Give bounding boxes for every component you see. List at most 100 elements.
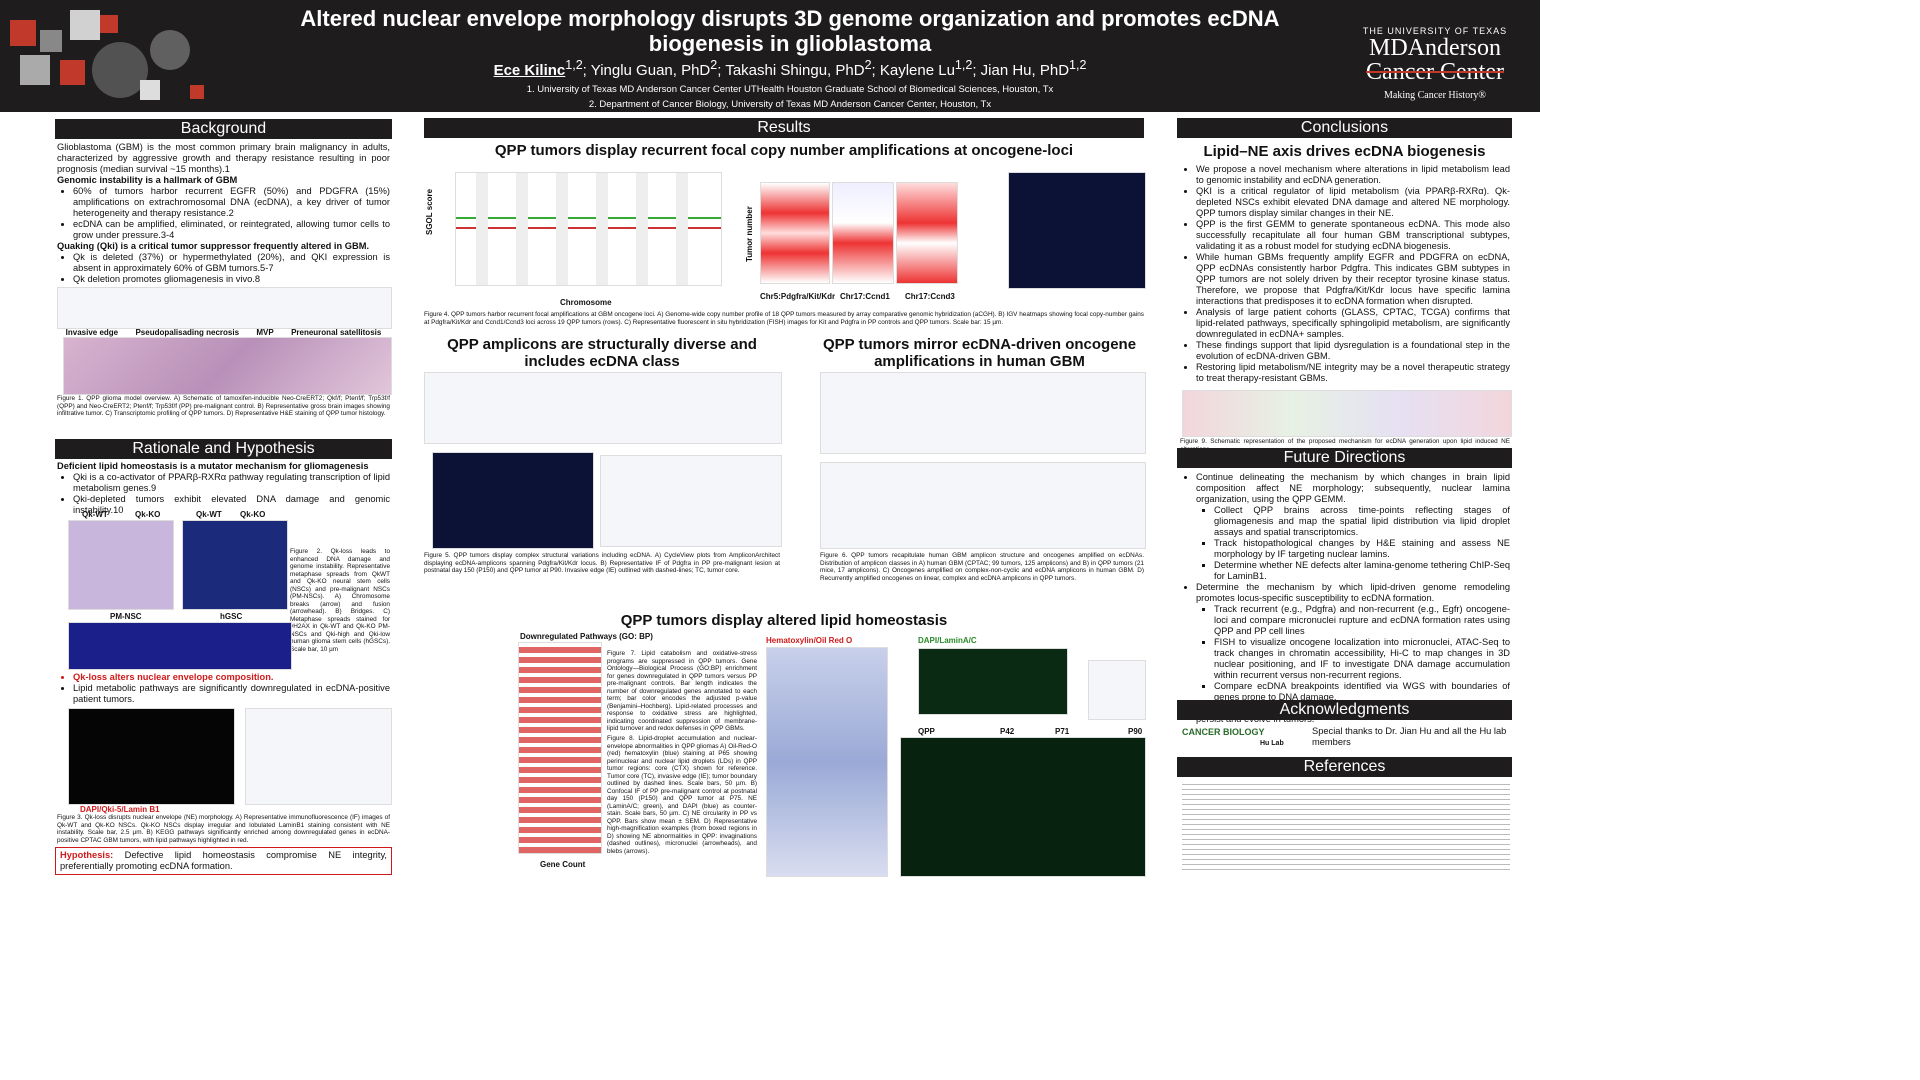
figure-panel (760, 182, 830, 284)
figure-label: P42 (1000, 727, 1015, 736)
author-affiliation: 2 (710, 58, 718, 72)
section-header: Rationale and Hypothesis (55, 439, 392, 459)
subheading: Lipid–NE axis drives ecDNA biogenesis (1203, 143, 1486, 160)
figure-label: Qk-WT (82, 510, 108, 519)
author-name: Kaylene Lu (879, 62, 955, 79)
section-header: Results (424, 118, 1144, 138)
hypothesis-box: Hypothesis: Defective lipid homeostasis … (55, 847, 392, 875)
list: 60% of tumors harbor recurrent EGFR (50%… (57, 186, 390, 241)
author-separator: ; (717, 62, 726, 79)
figure-caption: Figure 8. Lipid-droplet accumulation and… (607, 735, 757, 855)
author-separator: ; (582, 62, 591, 79)
authors: Ece Kilinc1,2; Yinglu Guan, PhD2; Takash… (250, 58, 1330, 79)
figure-title: Downregulated Pathways (GO: BP) (520, 632, 653, 641)
figure-label: Preneuronal satellitosis (291, 328, 382, 337)
figure-panel (766, 647, 888, 877)
figure-panel (918, 648, 1068, 715)
bullet: These findings support that lipid dysreg… (1196, 340, 1510, 362)
affiliation: 2. Department of Cancer Biology, Univers… (588, 99, 992, 110)
figure-panel (68, 622, 292, 670)
sub-list: Collect QPP brains across time-points re… (1196, 505, 1510, 582)
affiliation: 1. University of Texas MD Anderson Cance… (526, 84, 1054, 95)
bullet: Qki is a co-activator of PPARβ-RXRα path… (73, 472, 390, 494)
figure-panel (1088, 660, 1146, 720)
rationale-text: Qk-loss alters nuclear envelope composit… (57, 672, 390, 705)
subheading: QPP tumors mirror ecDNA-driven oncogene … (822, 336, 1137, 370)
bullet: 60% of tumors harbor recurrent EGFR (50%… (73, 186, 390, 219)
figure-panel (820, 462, 1146, 549)
bullet: Continue delineating the mechanism by wh… (1196, 472, 1510, 582)
bullet: Restoring lipid metabolism/NE integrity … (1196, 362, 1510, 384)
figure-labels: Invasive edge Pseudopalisading necrosis MV… (57, 328, 390, 337)
figure-panel (896, 182, 958, 284)
logo-text: CANCER BIOLOGY (1182, 727, 1265, 737)
bullet: Qki-depleted tumors exhibit elevated DNA… (73, 494, 390, 516)
figure-panel (68, 708, 235, 805)
figure-panel (1008, 172, 1146, 289)
figure-panel (63, 337, 392, 395)
author-affiliation: 1,2 (565, 58, 583, 72)
future-text: Continue delineating the mechanism by wh… (1180, 472, 1510, 725)
rationale-text: Deficient lipid homeostasis is a mutator… (57, 461, 390, 516)
hypothesis-text: Defective lipid homeostasis compromise N… (60, 850, 387, 871)
author-separator: ; (972, 62, 981, 79)
sub-bullet: FISH to visualize oncogene localization … (1214, 637, 1510, 681)
sub-bullet: Track recurrent (e.g., Pdgfra) and non-r… (1214, 604, 1510, 637)
bullet: Qk is deleted (37%) or hypermethylated (… (73, 252, 390, 274)
header-graphic (10, 10, 204, 100)
subheading: QPP tumors display recurrent focal copy … (494, 142, 1074, 159)
sub-bullet: Track histopathological changes by H&E s… (1214, 538, 1510, 560)
author-name: Jian Hu, PhD (980, 62, 1070, 79)
figure-caption: Figure 4. QPP tumors harbor recurrent fo… (424, 311, 1144, 326)
list-heading: Quaking (Qki) is a critical tumor suppre… (57, 241, 370, 251)
sub-bullet: Compare ecDNA breakpoints identified via… (1214, 681, 1510, 703)
sub-list: Track recurrent (e.g., Pdgfra) and non-r… (1196, 604, 1510, 703)
author-affiliation: 2 (864, 58, 872, 72)
figure-label: DAPI/Qki-5/Lamin B1 (80, 805, 160, 814)
list: Qk-loss alters nuclear envelope composit… (57, 672, 390, 705)
figure-caption: Figure 7. Lipid catabolism and oxidative… (607, 650, 757, 732)
poster-title: Altered nuclear envelope morphology disr… (300, 6, 1280, 56)
figure-caption: Figure 3. Qk-loss disrupts nuclear envel… (57, 814, 390, 844)
author-affiliation: 1,2 (954, 58, 973, 72)
references-list (1182, 782, 1510, 874)
figure-panel (57, 287, 392, 329)
hypothesis-label: Hypothesis: (60, 850, 114, 860)
author-name: Ece Kilinc (493, 62, 566, 79)
logo-text: THE UNIVERSITY OF TEXAS (1362, 26, 1508, 36)
bullet: Analysis of large patient cohorts (GLASS… (1196, 307, 1510, 340)
bullet: Qk deletion promotes gliomagenesis in vi… (73, 274, 390, 285)
figure-label: MVP (256, 328, 274, 337)
list-heading: Deficient lipid homeostasis is a mutator… (57, 461, 369, 471)
bullet: Lipid metabolic pathways are significant… (73, 683, 390, 705)
author-separator: ; (871, 62, 880, 79)
sub-bullet: Collect QPP brains across time-points re… (1214, 505, 1510, 538)
figure-graphic (456, 173, 721, 285)
bullet: QPP is the first GEMM to generate sponta… (1196, 219, 1510, 252)
figure-panel (1182, 390, 1512, 437)
logo-text: Hu Lab (1260, 740, 1284, 747)
list: Qk is deleted (37%) or hypermethylated (… (57, 252, 390, 285)
figure-panel (68, 520, 174, 610)
figure-label: hGSC (220, 612, 243, 621)
figure-label: Chr5:Pdgfra/Kit/Kdr (760, 292, 836, 301)
axis-label: Chromosome (560, 298, 612, 307)
figure-label: Hematoxylin/Oil Red O (766, 636, 853, 645)
figure-label: P90 (1128, 727, 1143, 736)
figure-label: PM-NSC (110, 612, 142, 621)
section-header: Future Directions (1177, 448, 1512, 468)
axis-label: Gene Count (540, 860, 586, 869)
background-text: Glioblastoma (GBM) is the most common pr… (57, 142, 390, 285)
figure-caption: Figure 1. QPP glioma model overview. A) … (57, 395, 390, 417)
subheading: QPP amplicons are structurally diverse a… (447, 336, 757, 370)
section-header: Background (55, 119, 392, 139)
paragraph: Glioblastoma (GBM) is the most common pr… (57, 142, 390, 174)
bullet: While human GBMs frequently amplify EGFR… (1196, 252, 1510, 307)
figure-caption: Figure 5. QPP tumors display complex str… (424, 552, 780, 574)
list: Qki is a co-activator of PPARβ-RXRα path… (57, 472, 390, 516)
list: We propose a novel mechanism where alter… (1180, 164, 1510, 384)
figure-label: DAPI/LaminA/C (918, 636, 977, 645)
figure-label: P71 (1055, 727, 1070, 736)
figure-panel (832, 182, 894, 284)
header-band: Altered nuclear envelope morphology disr… (0, 0, 1540, 112)
